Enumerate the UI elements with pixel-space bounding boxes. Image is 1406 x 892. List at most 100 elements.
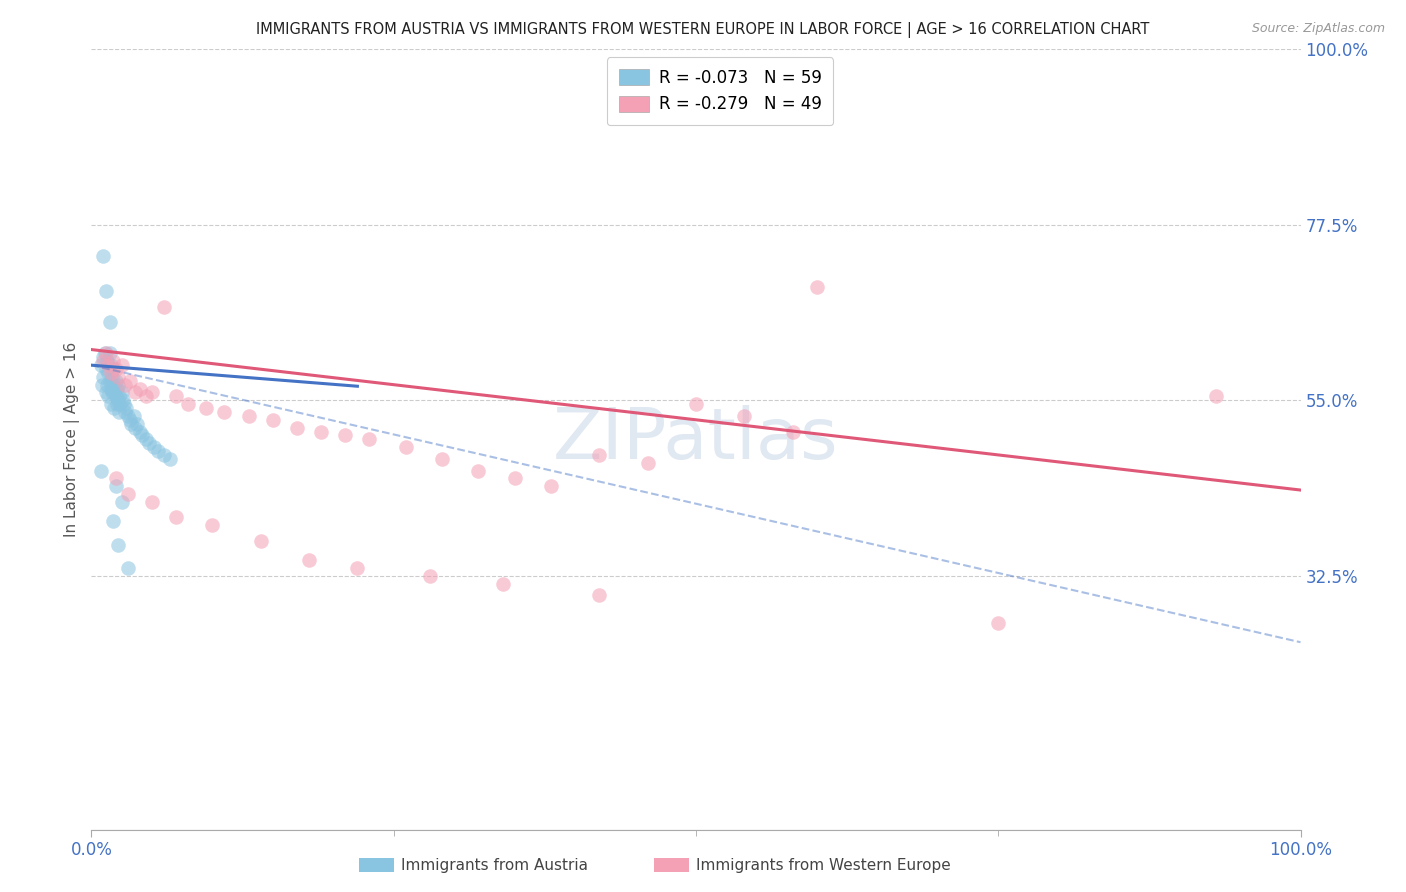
Point [637,456,659,470]
Point [540,479,562,493]
Point [93,370,115,384]
Point [335,428,357,442]
Point [107,538,129,552]
Point [588,589,610,603]
Point [262,413,284,427]
Point [107,393,129,408]
Point [138,436,160,450]
Point [100,382,122,396]
Point [111,385,132,400]
Point [93,249,115,263]
Point [1205,389,1227,403]
Point [120,413,142,427]
Point [107,370,129,384]
Point [395,440,418,454]
Point [153,448,176,462]
Point [588,448,610,462]
Point [104,479,127,493]
Point [108,389,131,403]
Point [141,385,163,400]
Point [238,409,260,423]
Point [100,397,122,411]
Point [114,405,136,419]
Point [117,409,139,423]
Text: Immigrants from Western Europe: Immigrants from Western Europe [696,858,950,872]
Point [97,358,120,372]
Point [359,433,381,447]
Point [309,425,332,439]
Point [104,362,127,376]
Point [101,514,124,528]
Point [987,615,1010,630]
Point [100,366,122,380]
Point [104,471,127,485]
Point [101,362,124,376]
Point [117,487,139,501]
Point [214,405,236,419]
Point [806,280,828,294]
Point [165,510,187,524]
Point [98,315,121,329]
Point [104,374,127,388]
Point [114,377,136,392]
Point [298,553,321,567]
Point [128,425,150,439]
Point [467,464,489,478]
Point [141,494,163,508]
Point [100,358,122,372]
Point [97,389,120,403]
Text: IMMIGRANTS FROM AUSTRIA VS IMMIGRANTS FROM WESTERN EUROPE IN LABOR FORCE | AGE >: IMMIGRANTS FROM AUSTRIA VS IMMIGRANTS FR… [256,22,1150,38]
Point [124,420,146,434]
Point [105,397,128,411]
Point [285,420,308,434]
Point [124,385,146,400]
Point [93,351,115,365]
Point [111,358,132,372]
Point [91,377,114,392]
Point [195,401,218,416]
Point [503,471,526,485]
Point [103,385,125,400]
Point [491,576,513,591]
Point [165,389,187,403]
Point [782,425,804,439]
Point [128,382,150,396]
Point [101,385,124,400]
Point [419,569,441,583]
Point [94,362,117,376]
Point [346,561,368,575]
Point [135,433,157,447]
Point [101,354,124,368]
Point [103,401,125,416]
Text: Source: ZipAtlas.com: Source: ZipAtlas.com [1251,22,1385,36]
Point [98,346,121,360]
Point [112,397,135,411]
Point [96,377,118,392]
Point [685,397,707,411]
Point [105,382,128,396]
Point [201,518,224,533]
Point [733,409,755,423]
Point [90,358,112,372]
Point [120,374,142,388]
Point [101,370,124,384]
Point [107,377,129,392]
Text: ZIPatlas: ZIPatlas [553,405,839,474]
Point [94,284,117,298]
Point [101,377,124,392]
Point [143,440,166,454]
Point [108,405,131,419]
Point [249,533,271,548]
Point [135,389,157,403]
Point [117,561,139,575]
Point [153,300,176,314]
Point [93,354,115,368]
Point [110,397,132,411]
Point [111,393,134,408]
Point [131,428,153,442]
Point [98,374,121,388]
Point [120,417,142,431]
Text: Immigrants from Austria: Immigrants from Austria [401,858,588,872]
Point [93,346,115,360]
Point [122,409,145,423]
